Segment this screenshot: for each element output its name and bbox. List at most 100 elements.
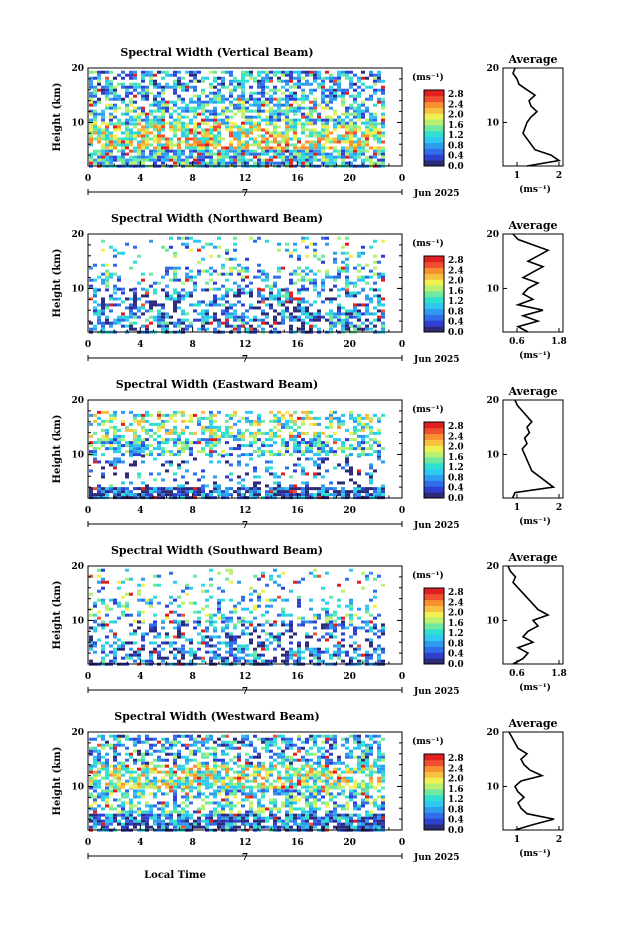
heatmap-cell (189, 650, 193, 654)
heatmap-cell (257, 103, 261, 107)
heatmap-cell (217, 272, 221, 276)
average-title: Average (507, 385, 557, 398)
heatmap-cell (269, 493, 273, 497)
heatmap-cell (157, 635, 161, 639)
heatmap-cell (97, 638, 101, 642)
heatmap-cell (189, 275, 193, 279)
heatmap-cell (93, 70, 97, 74)
heatmap-cell (353, 487, 357, 491)
heatmap-cell (357, 644, 361, 648)
heatmap-cell (221, 121, 225, 125)
heatmap-cell (237, 85, 241, 89)
heatmap-cell (101, 825, 105, 829)
heatmap-cell (101, 263, 105, 267)
heatmap-cell (273, 122, 277, 126)
heatmap-cell (141, 128, 145, 132)
heatmap-cell (349, 137, 353, 141)
heatmap-cell (377, 428, 381, 432)
heatmap-cell (381, 303, 385, 307)
heatmap-cell (205, 641, 209, 645)
heatmap-cell (281, 610, 285, 614)
heatmap-cell (293, 128, 297, 132)
heatmap-cell (225, 251, 229, 255)
heatmap-cell (329, 94, 333, 98)
heatmap-cell (321, 82, 325, 86)
heatmap-cell (305, 321, 309, 325)
heatmap-cell (181, 149, 185, 153)
heatmap-cell (293, 659, 297, 663)
colorbar-swatch (424, 326, 444, 333)
heatmap-cell (309, 128, 313, 132)
heatmap-cell (221, 161, 225, 165)
heatmap-cell (345, 604, 349, 608)
heatmap-cell (169, 571, 173, 575)
heatmap-cell (365, 309, 369, 313)
heatmap-cell (373, 441, 377, 445)
heatmap-cell (105, 493, 109, 497)
heatmap-cell (301, 318, 305, 322)
heatmap-cell (257, 287, 261, 291)
heatmap-cell (293, 434, 297, 438)
heatmap-cell (237, 318, 241, 322)
heatmap-cell (313, 441, 317, 445)
heatmap-cell (205, 149, 209, 153)
heatmap-cell (285, 82, 289, 86)
heatmap-cell (273, 816, 277, 820)
heatmap-cell (317, 822, 321, 826)
heatmap-cell (377, 816, 381, 820)
heatmap-cell (337, 125, 341, 129)
heatmap-cell (261, 76, 265, 80)
heatmap-cell (253, 493, 257, 497)
heatmap-cell (361, 819, 365, 823)
average-x-tick-label: 1 (514, 503, 520, 513)
heatmap-cell (337, 79, 341, 83)
heatmap-cell (293, 94, 297, 98)
heatmap-cell (237, 580, 241, 584)
heatmap-cell (257, 91, 261, 95)
heatmap-cell (249, 97, 253, 101)
heatmap-cell (337, 644, 341, 648)
heatmap-cell (257, 294, 261, 298)
heatmap-cell (309, 825, 313, 829)
heatmap-cell (249, 288, 253, 292)
heatmap-cell (205, 635, 209, 639)
heatmap-cell (205, 819, 209, 823)
heatmap-cell (133, 137, 137, 141)
heatmap-cell (165, 816, 169, 820)
heatmap-cell (89, 825, 93, 829)
heatmap-cell (213, 419, 217, 423)
heatmap-cell (189, 79, 193, 83)
heatmap-cell (165, 324, 169, 328)
heatmap-cell (129, 816, 133, 820)
heatmap-cell (285, 659, 289, 663)
heatmap-cell (145, 291, 149, 295)
heatmap-cell (177, 118, 181, 122)
heatmap-cell (361, 131, 365, 135)
heatmap-cell (145, 598, 149, 602)
heatmap-cell (197, 478, 201, 482)
heatmap-cell (377, 100, 381, 104)
heatmap-cell (373, 469, 377, 473)
heatmap-cell (93, 626, 97, 630)
heatmap-cell (373, 266, 377, 270)
heatmap-cell (161, 315, 165, 319)
heatmap-cell (101, 623, 105, 627)
heatmap-cell (217, 822, 221, 826)
heatmap-cell (345, 327, 349, 331)
heatmap-cell (249, 822, 253, 826)
heatmap-cell (125, 88, 129, 92)
heatmap-cell (309, 653, 313, 657)
x-tick-label: 12 (239, 174, 252, 184)
heatmap-cell (145, 112, 149, 116)
heatmap-cell (333, 94, 337, 98)
heatmap-cell (349, 143, 353, 147)
heatmap-cell (105, 460, 109, 464)
heatmap-cell (185, 158, 189, 162)
heatmap-cell (365, 447, 369, 451)
heatmap-cell (249, 598, 253, 602)
heatmap-cell (89, 813, 93, 817)
heatmap-cell (233, 155, 237, 159)
heatmap-cell (257, 106, 261, 110)
heatmap-cell (273, 580, 277, 584)
heatmap-cell (97, 158, 101, 162)
